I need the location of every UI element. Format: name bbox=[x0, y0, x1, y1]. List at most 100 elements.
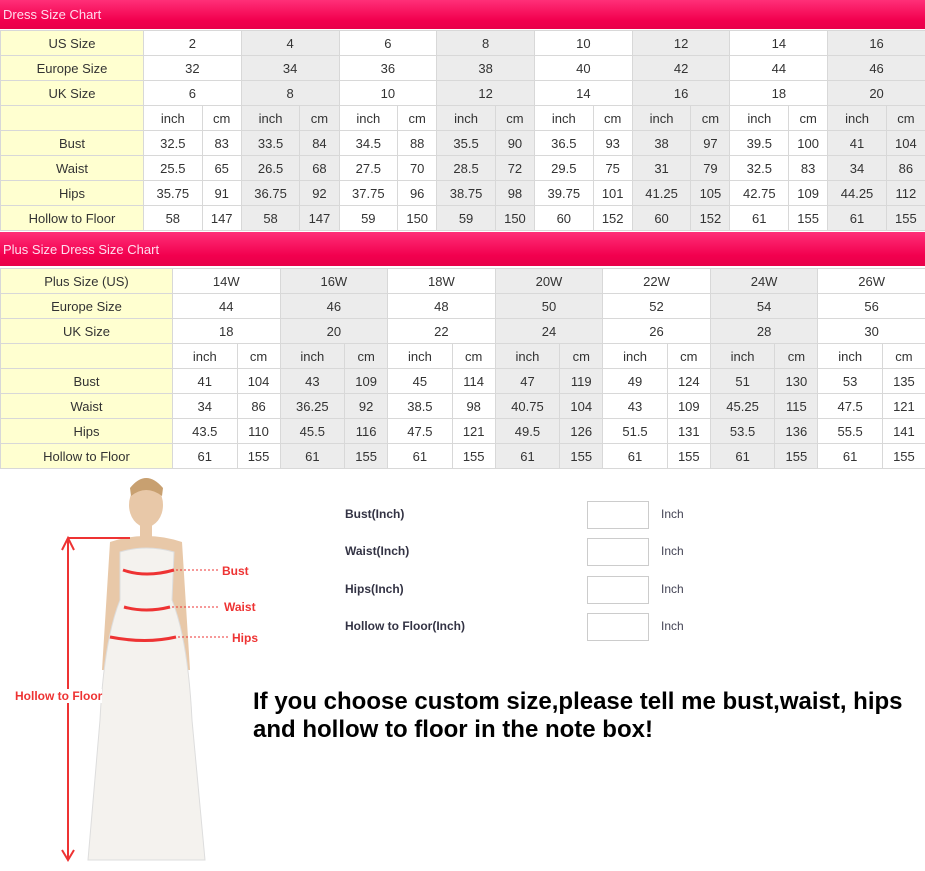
cm-cell: 100 bbox=[788, 130, 829, 156]
inch-cell: 61 bbox=[817, 443, 883, 469]
inch-cell: 61 bbox=[172, 443, 238, 469]
cm-cell: 86 bbox=[885, 155, 925, 181]
inch-cell: inch bbox=[602, 343, 668, 369]
inch-cell: 61 bbox=[387, 443, 453, 469]
cm-cell: cm bbox=[592, 105, 633, 131]
bust-tag: Bust bbox=[222, 564, 249, 578]
cm-cell: 136 bbox=[774, 418, 819, 444]
hollow-to-floor-row: Hollow to Floor 61 155 61 155 61 155 61 155 61 155… bbox=[0, 443, 925, 469]
row-label bbox=[0, 105, 144, 131]
cm-cell: cm bbox=[344, 343, 389, 369]
inch-cell: 59 bbox=[436, 205, 496, 231]
inch-cell: 40.75 bbox=[494, 393, 561, 419]
size-cell: 40 bbox=[534, 55, 633, 81]
inch-cell: 43 bbox=[602, 393, 668, 419]
inch-cell: 27.5 bbox=[338, 155, 399, 181]
cm-cell: 112 bbox=[885, 180, 925, 206]
size-cell: 6 bbox=[338, 30, 438, 56]
cm-cell: 68 bbox=[299, 155, 340, 181]
size-cell: 16 bbox=[827, 30, 925, 56]
model-neck bbox=[140, 525, 152, 537]
cm-cell: 155 bbox=[885, 205, 925, 231]
size-cell: 38 bbox=[436, 55, 535, 81]
inch-cell: 55.5 bbox=[817, 418, 883, 444]
cm-cell: 147 bbox=[201, 205, 242, 231]
cm-cell: 92 bbox=[299, 180, 340, 206]
cm-cell: 110 bbox=[236, 418, 281, 444]
row-label: UK Size bbox=[0, 80, 144, 106]
inch-cell: 26.5 bbox=[240, 155, 301, 181]
cm-cell: 124 bbox=[666, 368, 711, 394]
inch-cell: inch bbox=[240, 105, 301, 131]
cm-cell: 155 bbox=[451, 443, 496, 469]
hollow-to-floor-label: Hollow to Floor(Inch) bbox=[345, 619, 465, 633]
size-cell: 20 bbox=[279, 318, 389, 344]
size-cell: 36 bbox=[338, 55, 438, 81]
inch-cell: 43 bbox=[279, 368, 346, 394]
size-cell: 54 bbox=[709, 293, 819, 319]
inch-cell: 28.5 bbox=[436, 155, 496, 181]
inch-cell: 41 bbox=[172, 368, 238, 394]
hollow-to-floor-input[interactable] bbox=[587, 613, 649, 641]
size-cell: 56 bbox=[817, 293, 925, 319]
inch-cell: 34 bbox=[172, 393, 238, 419]
size-cell: 22W bbox=[602, 268, 711, 294]
inch-cell: 61 bbox=[602, 443, 668, 469]
size-cell: 12 bbox=[631, 30, 731, 56]
cm-cell: 98 bbox=[494, 180, 536, 206]
size-cell: 8 bbox=[240, 80, 340, 106]
size-cell: 18 bbox=[172, 318, 281, 344]
cm-cell: 91 bbox=[201, 180, 242, 206]
size-cell: 18 bbox=[729, 80, 829, 106]
inch-cell: 34.5 bbox=[338, 130, 399, 156]
size-cell: 6 bbox=[143, 80, 242, 106]
inch-cell: 49 bbox=[602, 368, 668, 394]
cm-cell: cm bbox=[666, 343, 711, 369]
inch-cell: 47.5 bbox=[817, 393, 883, 419]
inch-cell: 36.75 bbox=[240, 180, 301, 206]
waist-input[interactable] bbox=[587, 538, 649, 566]
size-cell: 18W bbox=[387, 268, 496, 294]
inch-cell: 60 bbox=[534, 205, 594, 231]
waist-unit: Inch bbox=[661, 544, 684, 558]
cm-cell: 155 bbox=[788, 205, 829, 231]
inch-cell: 45 bbox=[387, 368, 453, 394]
bust-unit: Inch bbox=[661, 507, 684, 521]
cm-cell: 115 bbox=[774, 393, 819, 419]
cm-cell: 131 bbox=[666, 418, 711, 444]
row-label: Bust bbox=[0, 368, 173, 394]
model-head bbox=[129, 483, 163, 527]
cm-cell: cm bbox=[774, 343, 819, 369]
size-cell: 32 bbox=[143, 55, 242, 81]
size-cell: 8 bbox=[436, 30, 535, 56]
size-cell: 14W bbox=[172, 268, 281, 294]
row-label: Bust bbox=[0, 130, 144, 156]
unit-row: inch cm inch cm inch cm inch cm inch cm inch cm inch… bbox=[0, 343, 925, 369]
hips-input[interactable] bbox=[587, 576, 649, 604]
cm-cell: cm bbox=[201, 105, 242, 131]
uk-size-row: UK Size 6 8 10 12 14 16 18 20 bbox=[0, 80, 925, 106]
size-cell: 46 bbox=[279, 293, 389, 319]
inch-cell: inch bbox=[827, 105, 887, 131]
inch-cell: 43.5 bbox=[172, 418, 238, 444]
dress-size-table: US Size 2 4 6 8 10 12 14 16 Europe Size 32 34 36 38 40… bbox=[0, 30, 925, 231]
size-cell: 30 bbox=[817, 318, 925, 344]
cm-cell: 105 bbox=[690, 180, 731, 206]
measure-lines bbox=[109, 568, 177, 642]
inch-cell: inch bbox=[436, 105, 496, 131]
cm-cell: 72 bbox=[494, 155, 536, 181]
cm-cell: cm bbox=[397, 105, 438, 131]
cm-cell: 150 bbox=[397, 205, 438, 231]
inch-cell: 36.25 bbox=[279, 393, 346, 419]
cm-cell: 135 bbox=[881, 368, 925, 394]
cm-cell: cm bbox=[690, 105, 731, 131]
cm-cell: 92 bbox=[344, 393, 389, 419]
row-label: Waist bbox=[0, 155, 144, 181]
hollow-to-floor-unit: Inch bbox=[661, 619, 684, 633]
size-cell: 16 bbox=[631, 80, 731, 106]
plus-size-chart-header: Plus Size Dress Size Chart bbox=[0, 232, 925, 266]
waist-row: Waist 34 86 36.25 92 38.5 98 40.75 104 43 109 45.25… bbox=[0, 393, 925, 419]
bust-input[interactable] bbox=[587, 501, 649, 529]
row-label: Waist bbox=[0, 393, 173, 419]
cm-cell: 101 bbox=[592, 180, 633, 206]
